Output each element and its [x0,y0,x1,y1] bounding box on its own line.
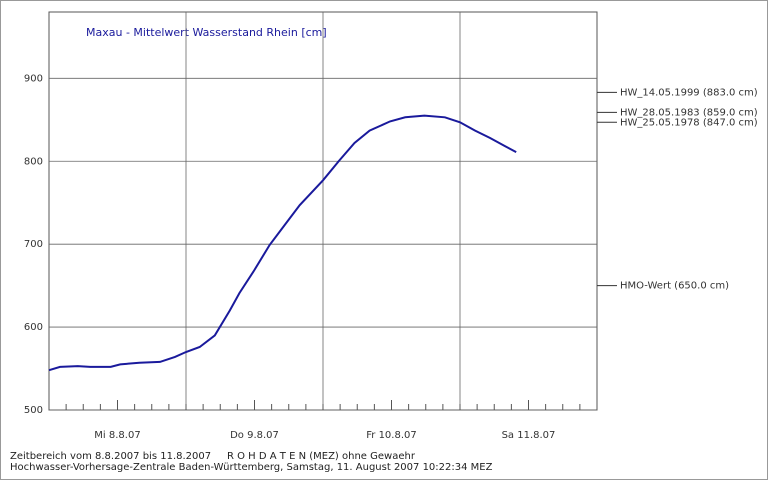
x-tick-label: Sa 11.8.07 [502,430,556,441]
y-tick-label: 900 [24,73,43,84]
reference-label: HMO-Wert (650.0 cm) [620,281,729,292]
x-tick-label: Mi 8.8.07 [94,430,140,441]
y-tick-label: 700 [24,239,43,250]
y-tick-label: 600 [24,322,43,333]
reference-label: HW_28.05.1983 (859.0 cm) [620,107,758,118]
footer-line: Zeitbereich vom 8.8.2007 bis 11.8.2007 R… [10,451,416,462]
reference-label: HW_14.05.1999 (883.0 cm) [620,87,758,98]
y-tick-label: 800 [24,156,43,167]
x-tick-label: Do 9.8.07 [230,430,279,441]
y-tick-label: 500 [24,405,43,416]
x-tick-label: Fr 10.8.07 [366,430,416,441]
data-line [48,114,517,372]
chart-title: Maxau - Mittelwert Wasserstand Rhein [cm… [86,26,327,39]
footer-line: Hochwasser-Vorhersage-Zentrale Baden-Wür… [10,462,493,473]
reference-label: HW_25.05.1978 (847.0 cm) [620,117,758,128]
